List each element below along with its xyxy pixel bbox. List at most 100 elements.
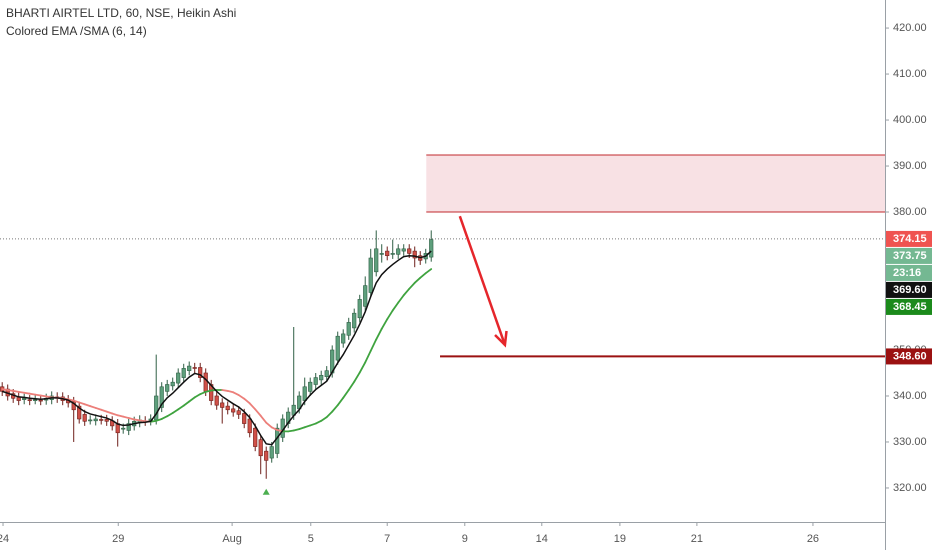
candle-body — [429, 239, 434, 258]
candle-body — [269, 446, 274, 459]
sma-segment — [39, 394, 48, 398]
y-tick-label: 390.00 — [893, 160, 927, 172]
x-tick-label: 7 — [384, 533, 390, 545]
sma-segment — [221, 389, 229, 392]
buy-signal — [262, 488, 270, 495]
sma-segment — [413, 276, 422, 284]
price-label: 368.45 — [893, 301, 927, 313]
candle-body — [412, 250, 417, 259]
sma-segment — [188, 396, 196, 403]
sma-segment — [408, 281, 416, 290]
sma-segment — [160, 415, 169, 420]
candle-body — [181, 368, 186, 378]
candle-body — [187, 365, 192, 371]
x-tick-label: 21 — [691, 533, 703, 545]
sma-segment — [116, 414, 125, 418]
sma-segment — [67, 398, 75, 402]
sma-segment — [237, 394, 246, 400]
sma-segment — [122, 415, 130, 419]
y-tick-label: 400.00 — [893, 114, 927, 126]
candle-body — [159, 386, 164, 408]
candle-body — [38, 399, 43, 402]
sma-segment — [419, 272, 427, 279]
sma-segment — [89, 405, 97, 409]
sma-segment — [149, 419, 158, 423]
candle-body — [126, 423, 131, 431]
x-tick-label: 26 — [807, 533, 819, 545]
sma-segment — [358, 361, 367, 374]
sma-segment — [78, 401, 86, 406]
price-label: 373.75 — [893, 250, 927, 262]
sma-segment — [309, 422, 317, 427]
sma-segment — [127, 417, 136, 421]
sma-segment — [424, 268, 433, 275]
candle-body — [121, 427, 126, 430]
sma-segment — [166, 412, 174, 418]
price-label-box — [886, 247, 932, 264]
candle-body — [352, 312, 357, 329]
sma-segment — [265, 421, 273, 429]
sma-segment — [182, 400, 191, 407]
candle-body — [225, 405, 230, 411]
sma-segment — [17, 390, 26, 394]
candle-body — [275, 427, 280, 454]
sma-segment — [204, 389, 213, 393]
sma-segment — [397, 294, 405, 304]
sma-segment — [155, 418, 163, 422]
candle-body — [104, 419, 109, 422]
candle-body — [368, 257, 373, 293]
sma-segment — [105, 410, 114, 415]
candle-body — [313, 377, 318, 385]
candle-body — [324, 370, 329, 377]
candle-body — [374, 248, 379, 273]
candle-body — [93, 418, 98, 422]
candle-body — [308, 381, 313, 392]
sma-segment — [347, 380, 356, 391]
candle-body — [22, 397, 27, 400]
candle-body — [88, 419, 93, 422]
candle-body — [363, 285, 368, 307]
sma-segment — [23, 391, 31, 395]
candle-body — [357, 299, 362, 319]
arrow-shaft — [458, 215, 507, 346]
candle-body — [214, 395, 219, 406]
sma-segment — [83, 403, 92, 408]
sma-segment — [6, 389, 15, 392]
x-tick-label: 9 — [462, 533, 468, 545]
sma-segment — [100, 408, 108, 413]
price-label-box — [886, 298, 932, 315]
candle-body — [99, 419, 104, 421]
candle-body — [341, 333, 346, 344]
candle-body — [401, 248, 406, 252]
sma-segment — [248, 402, 257, 411]
candle-body — [77, 405, 82, 420]
sma-segment — [138, 419, 147, 423]
price-label-box — [886, 264, 932, 281]
candle-body — [319, 374, 324, 381]
sma-segment — [45, 395, 53, 399]
arrow-head — [494, 330, 508, 348]
candle-body — [82, 414, 87, 422]
price-label: 23:16 — [893, 267, 921, 279]
candle-body — [220, 402, 225, 408]
candle-body — [385, 250, 390, 257]
sma-segment — [254, 408, 262, 417]
candle-body — [231, 408, 236, 413]
sma-segment — [72, 399, 81, 404]
sma-segment — [259, 414, 268, 424]
y-tick-label: 320.00 — [893, 482, 927, 494]
sma-segment — [303, 424, 312, 429]
candle-body — [335, 335, 340, 361]
supply-zone — [426, 154, 885, 213]
sma-segment — [1, 388, 9, 391]
sma-segment — [243, 397, 251, 405]
price-label-box — [886, 230, 932, 247]
sma-segment — [292, 428, 301, 432]
sma-segment — [298, 426, 306, 430]
price-label-box — [886, 281, 932, 298]
sma-segment — [270, 426, 279, 431]
price-label: 374.15 — [893, 233, 927, 245]
candle-body — [192, 367, 197, 369]
